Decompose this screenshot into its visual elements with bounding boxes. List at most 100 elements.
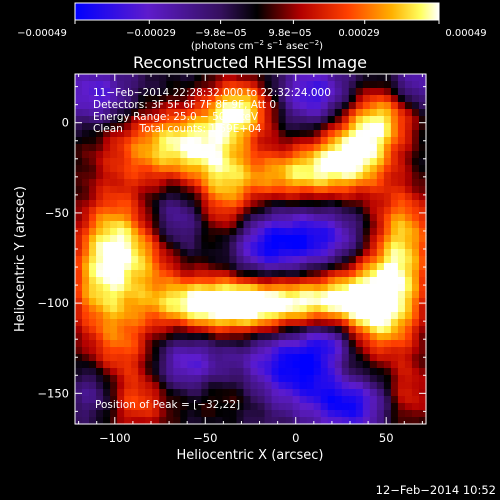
heatmap-cell — [299, 214, 308, 222]
heatmap-cell — [103, 403, 111, 411]
heatmap-cell — [355, 130, 364, 138]
heatmap-cell — [229, 228, 238, 236]
heatmap-cell — [299, 179, 308, 187]
heatmap-cell — [96, 144, 104, 152]
heatmap-cell — [89, 116, 97, 124]
heatmap-cell — [369, 221, 378, 229]
heatmap-cell — [166, 137, 174, 145]
heatmap-cell — [411, 151, 420, 159]
heatmap-cell — [131, 347, 139, 355]
heatmap-cell — [173, 263, 181, 271]
heatmap-cell — [89, 312, 97, 320]
heatmap-cell — [383, 256, 392, 264]
heatmap-cell — [306, 361, 315, 369]
heatmap-cell — [194, 88, 202, 96]
heatmap-cell — [124, 340, 132, 348]
heatmap-cell — [243, 109, 252, 117]
heatmap-cell — [362, 256, 371, 264]
heatmap-cell — [341, 193, 350, 201]
heatmap-cell — [131, 214, 139, 222]
heatmap-cell — [82, 102, 90, 110]
heatmap-cell — [201, 368, 209, 376]
heatmap-cell — [320, 214, 329, 222]
heatmap-cell — [145, 123, 153, 131]
heatmap-cell — [180, 102, 188, 110]
heatmap-cell — [376, 95, 385, 103]
heatmap-cell — [89, 305, 97, 313]
heatmap-cell — [376, 305, 385, 313]
heatmap-cell — [96, 263, 104, 271]
heatmap-cell — [215, 151, 224, 159]
heatmap-cell — [166, 88, 174, 96]
heatmap-cell — [306, 277, 315, 285]
heatmap-cell — [152, 172, 160, 180]
heatmap-cell — [215, 116, 224, 124]
heatmap-cell — [320, 354, 329, 362]
heatmap-cell — [145, 221, 153, 229]
heatmap-cell — [152, 305, 160, 313]
heatmap-cell — [376, 81, 385, 89]
heatmap-cell — [285, 130, 294, 138]
heatmap-cell — [334, 277, 343, 285]
heatmap-cell — [313, 193, 322, 201]
heatmap-cell — [75, 158, 83, 166]
heatmap-cell — [411, 403, 420, 411]
heatmap-cell — [397, 214, 406, 222]
heatmap-cell — [124, 319, 132, 327]
heatmap-cell — [348, 130, 357, 138]
heatmap-cell — [299, 95, 308, 103]
heatmap-cell — [208, 137, 216, 145]
heatmap-cell — [285, 242, 294, 250]
heatmap-cell — [138, 298, 146, 306]
heatmap-cell — [96, 179, 104, 187]
heatmap-cell — [180, 375, 188, 383]
heatmap-cell — [243, 165, 252, 173]
heatmap-cell — [229, 165, 238, 173]
heatmap-cell — [397, 256, 406, 264]
colorbar-tick-label: −9.8e−05 — [195, 28, 247, 39]
heatmap-cell — [201, 382, 209, 390]
heatmap-cell — [215, 221, 224, 229]
heatmap-cell — [313, 291, 322, 299]
heatmap-cell — [390, 137, 399, 145]
heatmap-cell — [152, 382, 160, 390]
heatmap-cell — [124, 102, 132, 110]
heatmap-cell — [124, 298, 132, 306]
heatmap-cell — [355, 235, 364, 243]
heatmap-cell — [173, 200, 181, 208]
heatmap-cell — [250, 151, 259, 159]
heatmap-cell — [215, 214, 224, 222]
heatmap-cell — [250, 221, 259, 229]
heatmap-cell — [243, 375, 252, 383]
heatmap-cell — [341, 256, 350, 264]
heatmap-cell — [369, 123, 378, 131]
heatmap-cell — [376, 102, 385, 110]
heatmap-cell — [306, 270, 315, 278]
heatmap-cell — [152, 81, 160, 89]
heatmap-cell — [264, 74, 273, 82]
heatmap-cell — [187, 396, 195, 404]
heatmap-cell — [271, 186, 280, 194]
heatmap-cell — [89, 291, 97, 299]
heatmap-cell — [117, 340, 125, 348]
heatmap-cell — [96, 396, 104, 404]
heatmap-cell — [390, 74, 399, 82]
heatmap-cell — [418, 396, 427, 404]
heatmap-cell — [313, 375, 322, 383]
heatmap-cell — [103, 116, 111, 124]
heatmap-cell — [180, 123, 188, 131]
heatmap-cell — [152, 354, 160, 362]
heatmap-cell — [131, 361, 139, 369]
heatmap-cell — [264, 403, 273, 411]
heatmap-plot — [74, 73, 427, 425]
heatmap-cell — [96, 165, 104, 173]
heatmap-cell — [411, 291, 420, 299]
heatmap-cell — [320, 123, 329, 131]
heatmap-cell — [159, 200, 167, 208]
heatmap-cell — [348, 74, 357, 82]
heatmap-cells — [75, 74, 427, 425]
heatmap-cell — [187, 200, 195, 208]
heatmap-cell — [166, 263, 174, 271]
heatmap-cell — [320, 102, 329, 110]
heatmap-cell — [264, 354, 273, 362]
